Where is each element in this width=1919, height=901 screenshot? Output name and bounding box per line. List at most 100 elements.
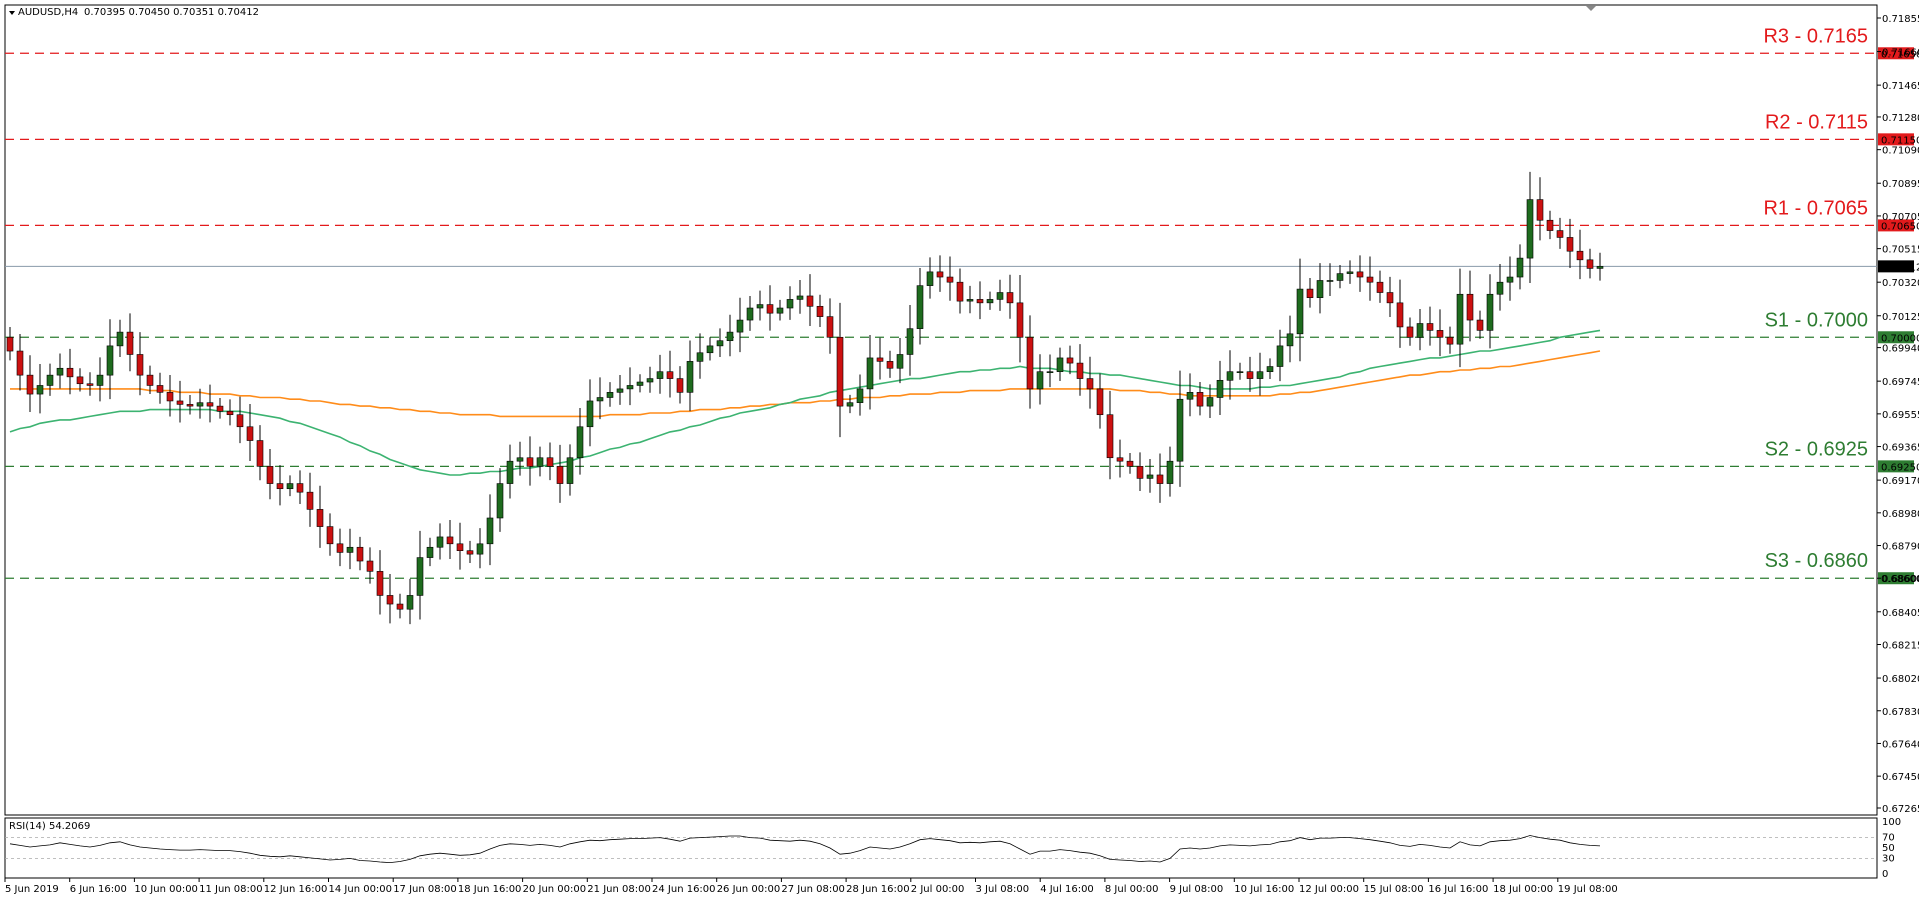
candle	[686, 340, 694, 412]
candle-body	[1406, 326, 1414, 338]
candle	[696, 333, 704, 379]
candle-body	[1076, 362, 1084, 379]
candle-body	[746, 307, 754, 321]
candle-body	[1306, 288, 1314, 298]
candle	[1336, 264, 1344, 289]
candle-body	[1216, 379, 1224, 398]
candle	[56, 353, 64, 389]
candle	[1516, 244, 1524, 290]
candle	[806, 274, 814, 326]
candle-body	[1196, 392, 1204, 407]
price-tick-label: 0.71855	[1882, 14, 1919, 25]
candle-body	[166, 392, 174, 402]
candle	[386, 574, 394, 624]
candle-body	[1006, 292, 1014, 304]
candle	[976, 281, 984, 320]
symbol-label: AUDUSD,H4	[18, 7, 78, 18]
candle	[1066, 345, 1074, 375]
candle	[176, 380, 184, 423]
candle	[166, 375, 174, 417]
candle	[1076, 344, 1084, 396]
candle-body	[46, 374, 54, 386]
price-tick-label: 0.69555	[1882, 410, 1919, 421]
candle-body	[1236, 371, 1244, 373]
candle	[1566, 218, 1574, 268]
candle-body	[436, 536, 444, 548]
candle	[206, 384, 214, 423]
candle-body	[216, 405, 224, 412]
time-tick-label: 14 Jun 00:00	[329, 884, 393, 895]
time-tick-label: 8 Jul 00:00	[1105, 884, 1159, 895]
candle	[956, 268, 964, 314]
ma-orange-line	[10, 350, 1601, 418]
candle	[616, 374, 624, 405]
candle-body	[256, 440, 264, 467]
candle	[1546, 210, 1554, 240]
candle	[1486, 274, 1494, 349]
candle	[1216, 360, 1224, 416]
candle	[96, 357, 104, 402]
candle	[406, 578, 414, 625]
candle-body	[1166, 460, 1174, 484]
candle	[926, 257, 934, 299]
candle-body	[1436, 330, 1444, 338]
candle	[426, 537, 434, 567]
candle-body	[1106, 414, 1114, 459]
candle-body	[1026, 336, 1034, 390]
candle	[716, 328, 724, 357]
candle-body	[316, 509, 324, 527]
candle	[1346, 260, 1354, 284]
candle-body	[1156, 474, 1164, 484]
candle	[1576, 229, 1584, 280]
candle-body	[1286, 333, 1294, 347]
candle	[676, 366, 684, 404]
candle	[346, 528, 354, 570]
candle	[1316, 263, 1324, 314]
candle	[496, 468, 504, 532]
time-tick-label: 10 Jun 00:00	[134, 884, 198, 895]
candle	[1236, 362, 1244, 380]
candle-body	[446, 536, 454, 545]
candle-body	[226, 410, 234, 416]
chart-shift-marker-icon[interactable]	[1586, 6, 1596, 11]
collapse-arrow-icon[interactable]	[9, 11, 15, 15]
price-tick-label: 0.70895	[1882, 179, 1919, 190]
candle-body	[866, 357, 874, 390]
current-price-label: 0.70412	[1881, 262, 1919, 273]
candle-body	[556, 466, 564, 484]
ma-green-line	[9, 329, 1601, 476]
price-tick-label: 0.70125	[1882, 312, 1919, 323]
candle	[356, 536, 364, 571]
level-axis-label: 0.70650	[1881, 221, 1919, 232]
time-tick-label: 10 Jul 16:00	[1234, 884, 1294, 895]
candle-body	[876, 357, 884, 362]
candle	[66, 348, 74, 395]
candle-body	[1146, 474, 1154, 479]
candle	[236, 396, 244, 444]
candle	[576, 408, 584, 475]
time-tick-label: 15 Jul 08:00	[1364, 884, 1424, 895]
candle-body	[586, 400, 594, 428]
candle	[116, 319, 124, 358]
candle	[336, 528, 344, 567]
candle-body	[356, 546, 364, 562]
rsi-label: RSI(14) 54.2069	[9, 821, 90, 832]
candle-body	[1496, 281, 1504, 295]
candle	[1376, 270, 1384, 303]
candle	[256, 425, 264, 481]
candle-body	[1446, 336, 1454, 345]
candle-body	[76, 376, 84, 385]
level-axis-label: 0.71150	[1881, 135, 1919, 146]
candle-body	[666, 371, 674, 379]
time-tick-label: 18 Jun 16:00	[458, 884, 522, 895]
candle	[636, 374, 644, 393]
